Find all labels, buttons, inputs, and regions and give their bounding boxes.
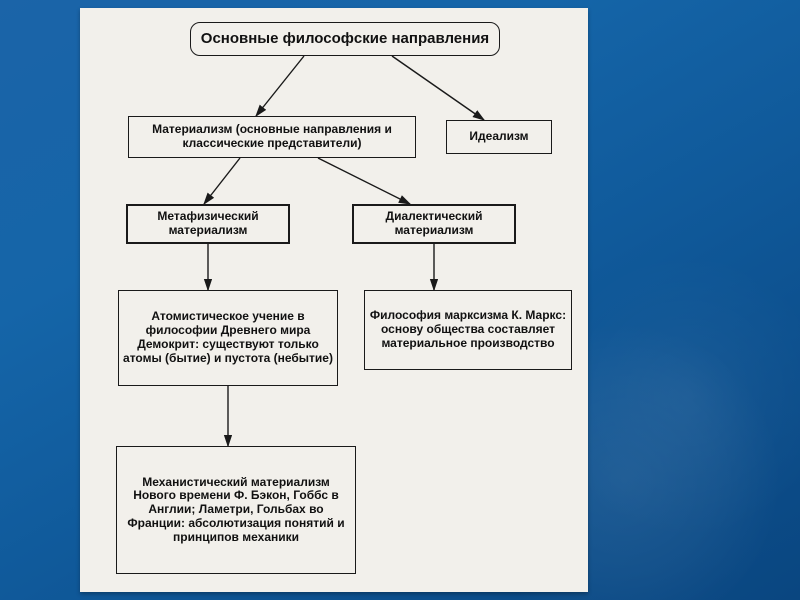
node-atomistic: Атомистическое учение в философии Древне… bbox=[118, 290, 338, 386]
node-metaphysical-label: Метафизический материализм bbox=[128, 208, 288, 240]
node-mechanistic: Механистический материализм Нового време… bbox=[116, 446, 356, 574]
node-idealism: Идеализм bbox=[446, 120, 552, 154]
node-dialectical-label: Диалектический материализм bbox=[354, 208, 514, 240]
node-materialism: Материализм (основные направления и клас… bbox=[128, 116, 416, 158]
node-mechanistic-label: Механистический материализм Нового време… bbox=[117, 474, 355, 547]
node-materialism-label: Материализм (основные направления и клас… bbox=[129, 121, 415, 153]
node-marxism: Философия марксизма К. Маркс: основу общ… bbox=[364, 290, 572, 370]
node-root-label: Основные философские направления bbox=[191, 28, 499, 49]
edge-root-to-idealism bbox=[392, 56, 484, 120]
node-dialectical: Диалектический материализм bbox=[352, 204, 516, 244]
edge-root-to-materialism bbox=[256, 56, 304, 116]
node-atomistic-label: Атомистическое учение в философии Древне… bbox=[119, 308, 337, 367]
node-root: Основные философские направления bbox=[190, 22, 500, 56]
node-metaphysical: Метафизический материализм bbox=[126, 204, 290, 244]
edge-materialism-to-dialectical bbox=[318, 158, 410, 204]
diagram-canvas: Основные философские направления Материа… bbox=[80, 8, 588, 592]
edge-materialism-to-metaphysical bbox=[204, 158, 240, 204]
node-marxism-label: Философия марксизма К. Маркс: основу общ… bbox=[365, 307, 571, 352]
edges-group bbox=[204, 56, 484, 446]
node-idealism-label: Идеализм bbox=[447, 128, 551, 146]
